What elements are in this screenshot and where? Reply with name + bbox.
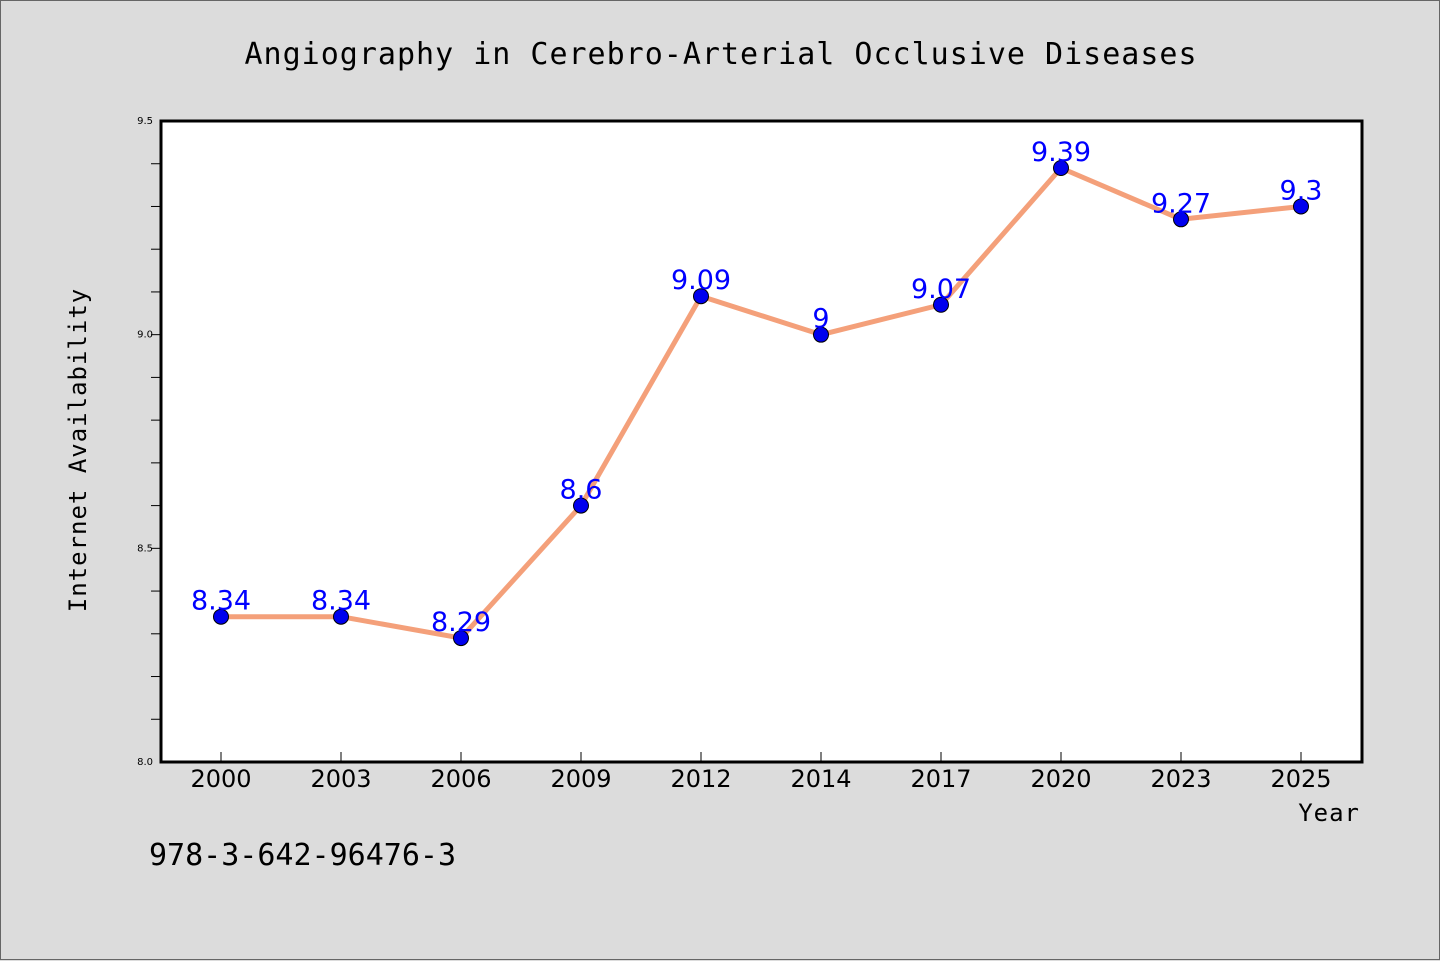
data-label: 9.09 bbox=[671, 265, 731, 296]
data-point bbox=[453, 630, 469, 647]
plot-area bbox=[159, 119, 1364, 764]
x-tick-label: 2014 bbox=[790, 765, 851, 793]
x-tick-label: 2003 bbox=[310, 765, 371, 793]
x-tick-label: 2020 bbox=[1030, 765, 1091, 793]
isbn-text: 978-3-642-96476-3 bbox=[149, 838, 456, 873]
data-point bbox=[693, 288, 709, 305]
data-label: 9 bbox=[812, 304, 829, 335]
y-axis: 8.0 8.5 9.0 9.5 bbox=[137, 116, 161, 768]
data-point bbox=[1053, 160, 1069, 177]
y-axis-label: Internet Availability bbox=[64, 288, 92, 612]
data-label: 8.34 bbox=[191, 586, 251, 617]
x-tick-label: 2006 bbox=[430, 765, 491, 793]
data-point bbox=[573, 497, 589, 514]
x-tick-label: 2017 bbox=[910, 765, 971, 793]
data-point bbox=[813, 326, 829, 343]
y-tick-label: 9.0 bbox=[137, 330, 153, 341]
data-point bbox=[333, 608, 349, 625]
x-tick-label: 2025 bbox=[1270, 765, 1331, 793]
data-label: 8.29 bbox=[431, 607, 491, 638]
data-label: 9.3 bbox=[1280, 175, 1323, 206]
data-label: 9.27 bbox=[1151, 188, 1211, 219]
x-tick-label: 2012 bbox=[670, 765, 731, 793]
data-point bbox=[1173, 211, 1189, 228]
data-point bbox=[1293, 198, 1309, 215]
data-label: 8.34 bbox=[311, 586, 371, 617]
data-label: 8.6 bbox=[560, 475, 603, 506]
series-layer: 8.34 8.34 8.29 8.6 9.09 9 9.07 9.39 9.27 9.3 bbox=[191, 137, 1323, 647]
x-tick-label: 2023 bbox=[1150, 765, 1211, 793]
series-line bbox=[218, 165, 1304, 641]
x-axis-label: Year bbox=[1298, 799, 1360, 827]
data-label: 9.07 bbox=[911, 274, 971, 305]
data-point bbox=[933, 296, 949, 313]
data-label: 9.39 bbox=[1031, 137, 1091, 168]
x-tick-label: 2009 bbox=[550, 765, 611, 793]
chart-title: Angiography in Cerebro-Arterial Occlusiv… bbox=[244, 37, 1197, 72]
x-axis: 2000 2003 2006 2009 2012 2014 2017 2020 2023 2025 bbox=[190, 752, 1332, 793]
y-tick-label: 8.0 bbox=[137, 757, 153, 768]
data-point bbox=[213, 608, 229, 625]
y-tick-label: 8.5 bbox=[137, 543, 153, 554]
x-tick-label: 2000 bbox=[190, 765, 251, 793]
y-tick-label: 9.5 bbox=[137, 116, 153, 127]
